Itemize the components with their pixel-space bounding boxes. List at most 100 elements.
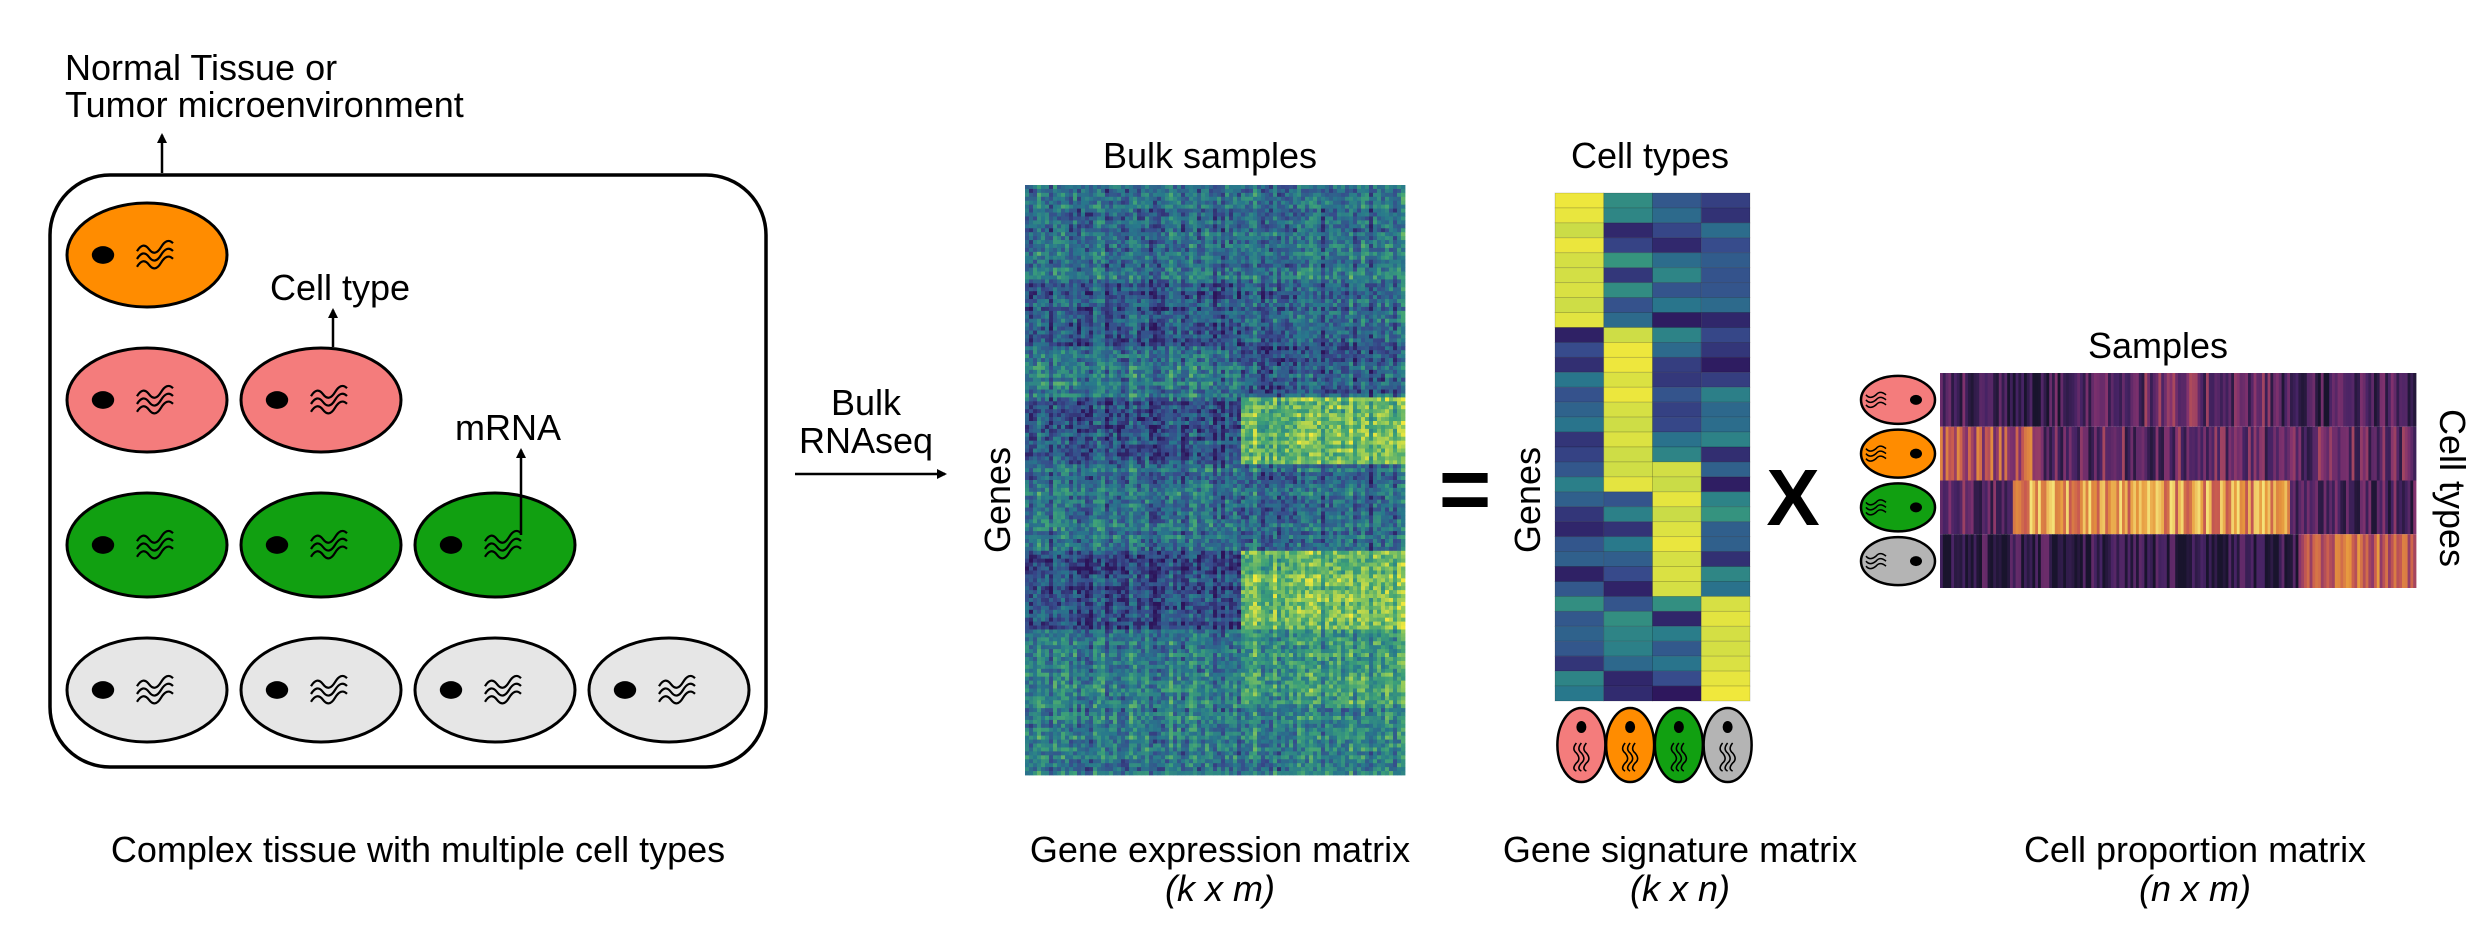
expr-cell: [1029, 314, 1034, 320]
expr-cell: [1205, 247, 1210, 253]
expr-cell: [1381, 251, 1386, 257]
expr-cell: [1321, 310, 1326, 316]
expr-cell: [1249, 220, 1254, 225]
expr-cell: [1353, 259, 1358, 265]
expr-cell: [1277, 192, 1282, 198]
expr-cell: [1097, 271, 1102, 276]
expr-cell: [1349, 259, 1354, 265]
expr-cell: [1217, 342, 1222, 347]
expr-cell: [1145, 326, 1150, 331]
expr-cell: [1373, 377, 1378, 383]
expr-cell: [1253, 240, 1258, 245]
expr-cell: [1349, 275, 1354, 280]
expr-cell: [1229, 188, 1234, 194]
expr-cell: [1217, 212, 1222, 217]
expr-cell: [1197, 204, 1202, 209]
expr-cell: [1057, 208, 1062, 213]
expr-cell: [1237, 188, 1242, 194]
expr-cell: [1357, 283, 1362, 288]
expr-cell: [1385, 377, 1390, 383]
expr-cell: [1309, 204, 1314, 209]
expr-cell: [1065, 342, 1070, 347]
expr-cell: [1121, 283, 1126, 288]
expr-cell: [1197, 212, 1202, 217]
expr-cell: [1365, 208, 1370, 213]
expr-cell: [1281, 251, 1286, 257]
expr-cell: [1037, 291, 1042, 296]
expr-cell: [1285, 259, 1290, 265]
expr-cell: [1185, 188, 1190, 194]
expr-cell: [1037, 295, 1042, 300]
expr-cell: [1061, 224, 1066, 229]
expr-cell: [1217, 314, 1222, 320]
expr-cell: [1217, 299, 1222, 304]
expr-cell: [1069, 373, 1074, 379]
expr-cell: [1201, 299, 1206, 304]
expr-cell: [1089, 322, 1094, 327]
expr-cell: [1341, 318, 1346, 324]
expr-cell: [1397, 196, 1402, 202]
expr-cell: [1373, 322, 1378, 327]
expr-cell: [1369, 283, 1374, 288]
expr-cell: [1401, 212, 1406, 217]
expr-cell: [1057, 369, 1062, 375]
expr-cell: [1233, 326, 1238, 331]
expr-cell: [1061, 295, 1066, 300]
expr-cell: [1049, 314, 1054, 320]
expr-cell: [1065, 216, 1070, 221]
expr-cell: [1257, 310, 1262, 316]
expr-cell: [1061, 362, 1066, 367]
expr-cell: [1109, 354, 1114, 359]
expr-cell: [1201, 342, 1206, 347]
expr-cell: [1045, 236, 1050, 241]
expr-cell: [1033, 267, 1038, 272]
expr-cell: [1085, 188, 1090, 194]
expr-cell: [1265, 377, 1270, 383]
expr-cell: [1293, 358, 1298, 363]
expr-cell: [1393, 299, 1398, 304]
expr-cell: [1097, 192, 1102, 198]
expr-cell: [1369, 338, 1374, 343]
expr-cell: [1253, 326, 1258, 331]
expr-cell: [1033, 314, 1038, 320]
expr-cell: [1057, 204, 1062, 209]
expr-cell: [1301, 291, 1306, 296]
expr-cell: [1393, 342, 1398, 347]
expr-cell: [1285, 185, 1290, 190]
expr-cell: [1341, 373, 1346, 379]
expr-cell: [1193, 342, 1198, 347]
expr-cell: [1369, 310, 1374, 316]
expr-cell: [1085, 287, 1090, 292]
expr-cell: [1209, 259, 1214, 265]
expr-cell: [1205, 299, 1210, 304]
bulk-rnaseq-label-line1: Bulk: [831, 382, 902, 423]
expr-cell: [1133, 342, 1138, 347]
expr-cell: [1337, 365, 1342, 371]
expr-cell: [1181, 338, 1186, 343]
expr-cell: [1201, 306, 1206, 312]
expr-cell: [1201, 251, 1206, 257]
expr-cell: [1037, 216, 1042, 221]
expr-cell: [1133, 385, 1138, 390]
expr-cell: [1393, 240, 1398, 245]
expr-cell: [1137, 350, 1142, 355]
expr-cell: [1205, 224, 1210, 229]
expr-cell: [1353, 314, 1358, 320]
expr-cell: [1053, 279, 1058, 284]
expr-cell: [1169, 204, 1174, 209]
expr-cell: [1113, 299, 1118, 304]
expr-cell: [1193, 303, 1198, 308]
cell-salmon-2-nucleus: [265, 391, 289, 409]
expr-cell: [1393, 267, 1398, 272]
expr-cell: [1385, 322, 1390, 327]
expr-cell: [1329, 299, 1334, 304]
expr-cell: [1209, 354, 1214, 359]
expr-cell: [1357, 255, 1362, 261]
expr-cell: [1033, 188, 1038, 194]
expr-cell: [1081, 338, 1086, 343]
expr-cell: [1029, 204, 1034, 209]
expr-cell: [1377, 291, 1382, 296]
expr-cell: [1173, 338, 1178, 343]
expr-cell: [1245, 267, 1250, 272]
expr-cell: [1069, 350, 1074, 355]
